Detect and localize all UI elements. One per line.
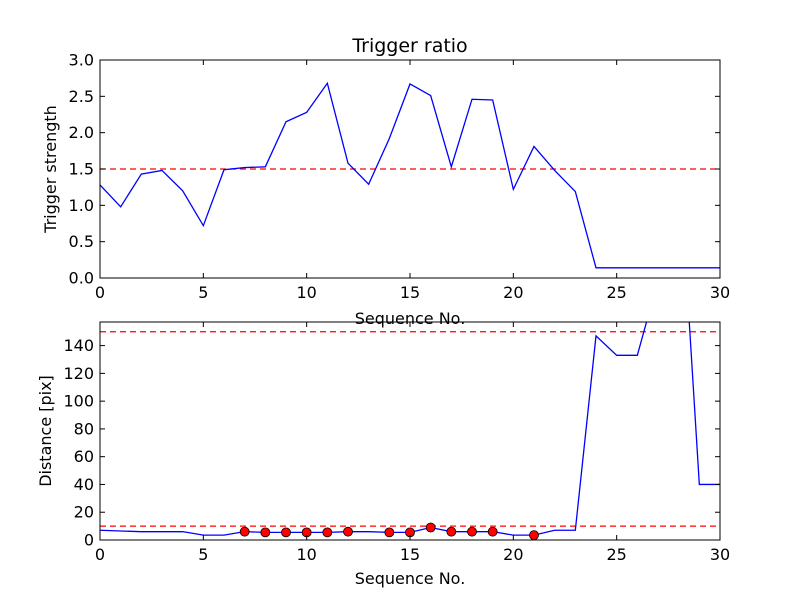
clipped-plot: [100, 322, 720, 540]
x-tick-label: 0: [95, 283, 105, 302]
y-tick-label: 20: [74, 503, 94, 522]
x-tick-label: 15: [400, 545, 420, 564]
y-axis-label: Trigger strength: [41, 105, 60, 234]
trigger-ratio-chart: Trigger ratio 0 5 10 15 20 25 30 0.0 0.5 1.0 1.5 2.…: [41, 35, 730, 328]
y-tick-label: 3.0: [69, 51, 94, 70]
data-point-marker: [239, 526, 250, 537]
data-point-marker: [446, 526, 457, 537]
plot-area: 0 5 10 15 20 25 30 0 20 40 60 80 100 120 140: [63, 322, 730, 564]
y-tick-label: 80: [74, 419, 94, 438]
data-point-marker: [384, 527, 395, 538]
data-point-marker: [343, 526, 353, 537]
series-line: [100, 322, 720, 536]
y-tick-label: 0.0: [69, 269, 94, 288]
x-tick-label: 0: [95, 545, 105, 564]
x-axis-label: Sequence No.: [355, 569, 466, 588]
data-point-marker: [322, 527, 333, 538]
x-tick-label: 25: [606, 283, 626, 302]
chart-title: Trigger ratio: [351, 35, 467, 57]
x-tick-label: 10: [296, 545, 316, 564]
series-line: [100, 81, 720, 269]
y-tick-label: 2.0: [69, 123, 94, 142]
plot-area: 0 5 10 15 20 25 30 0.0 0.5 1.0 1.5 2.0 2.5 3.0: [69, 51, 731, 303]
x-tick-label: 10: [296, 283, 316, 302]
distance-chart: 0 5 10 15 20 25 30 0 20 40 60 80 100 120 140 Sequence …: [36, 321, 730, 588]
data-point-marker: [487, 526, 498, 537]
x-tick-label: 30: [710, 545, 730, 564]
y-tick-label: 1.5: [69, 160, 94, 179]
x-axis-label: Sequence No.: [355, 309, 466, 328]
x-tick-label: 20: [503, 545, 523, 564]
axes-frame: [99, 59, 721, 279]
data-point-marker: [467, 526, 477, 537]
y-tick-label: 140: [63, 336, 94, 355]
x-tick-label: 15: [400, 283, 420, 302]
data-point-marker: [281, 527, 291, 538]
data-point-marker: [529, 530, 539, 540]
data-point-marker: [260, 527, 271, 538]
y-tick-label: 1.0: [69, 196, 94, 215]
x-tick-label: 20: [503, 283, 523, 302]
y-tick-label: 100: [63, 392, 94, 411]
clipped-plot: [100, 81, 720, 269]
y-tick-label: 0.5: [69, 232, 94, 251]
y-tick-label: 120: [63, 364, 94, 383]
x-tick-label: 25: [606, 545, 626, 564]
x-tick-label: 5: [198, 283, 208, 302]
x-tick-label: 5: [198, 545, 208, 564]
y-tick-label: 40: [74, 475, 94, 494]
data-point-marker: [425, 522, 436, 533]
y-tick-label: 60: [74, 447, 94, 466]
x-tick-label: 30: [710, 283, 730, 302]
y-tick-label: 2.5: [69, 87, 94, 106]
y-tick-label: 0: [84, 531, 94, 550]
y-axis-label: Distance [pix]: [36, 375, 55, 487]
axes-frame: [99, 321, 721, 541]
